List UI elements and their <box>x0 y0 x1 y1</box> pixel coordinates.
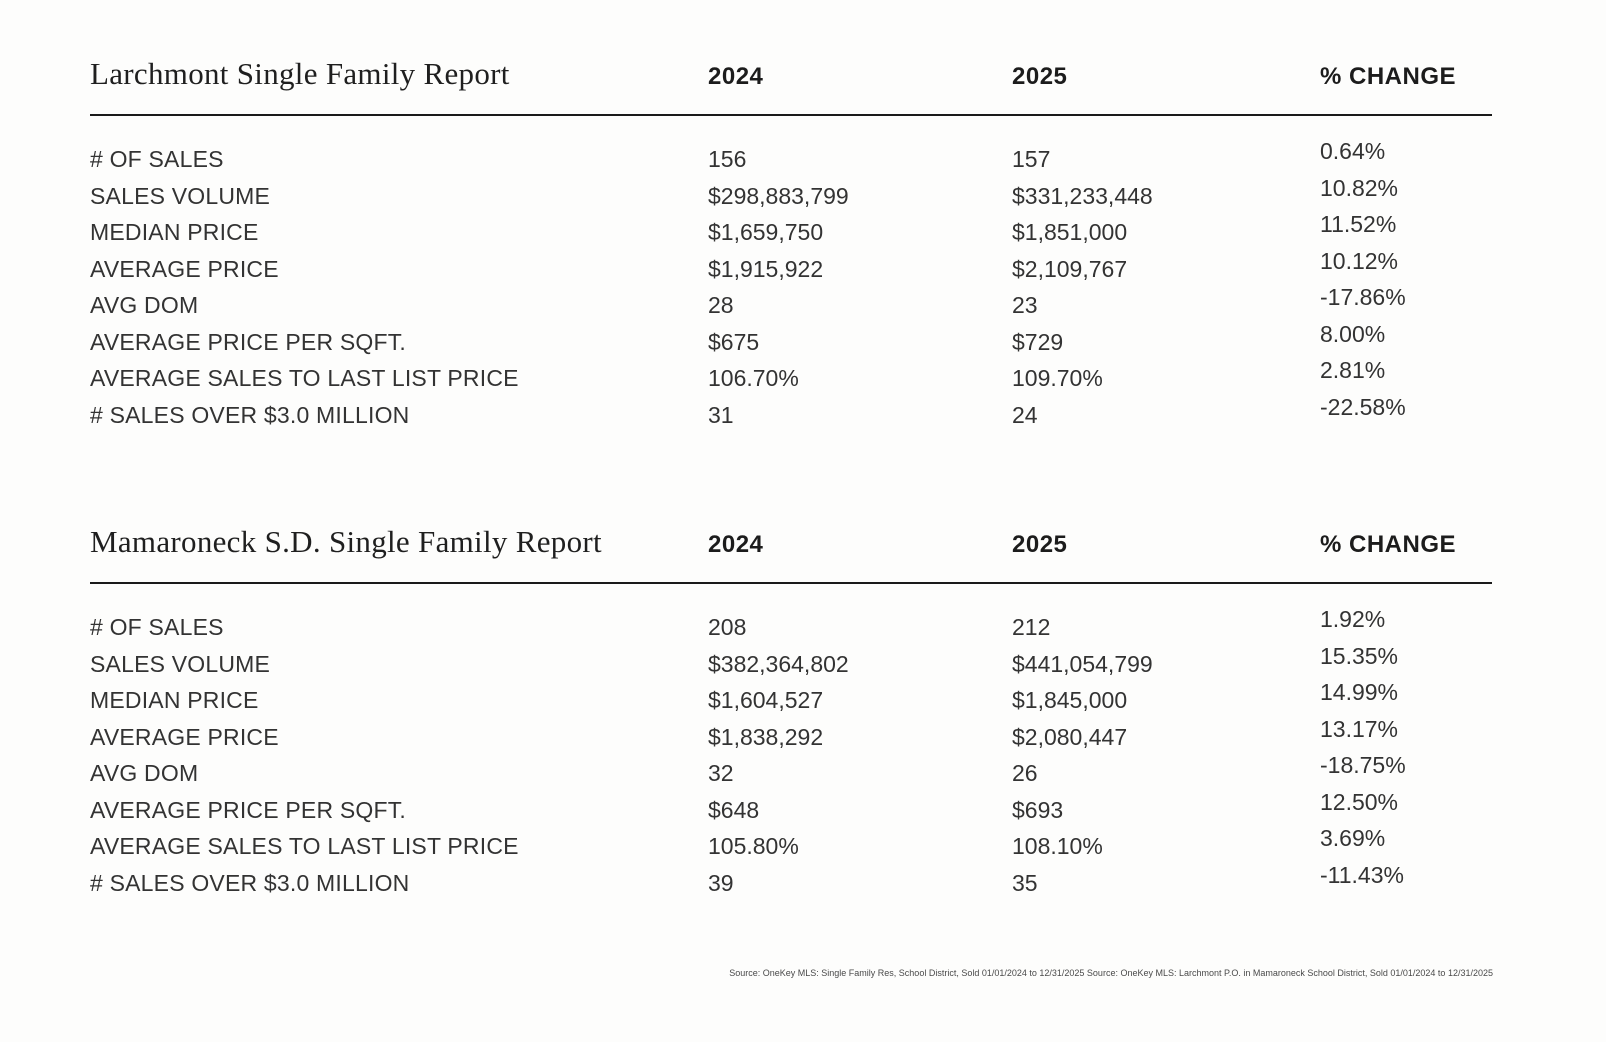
value-2024: 39 <box>708 869 734 896</box>
value-2025: 23 <box>1012 292 1038 318</box>
value-2024: 28 <box>708 292 734 318</box>
value-2024: 156 <box>708 146 747 172</box>
table-body: # OF SALES 156 157 0.64% SALES VOLUME $2… <box>90 138 1492 434</box>
table-row: MEDIAN PRICE $1,604,527 $1,845,000 14.99… <box>90 679 1492 719</box>
row-label: AVERAGE PRICE <box>90 255 279 282</box>
table-row: AVG DOM 32 26 -18.75% <box>90 752 1492 792</box>
column-header-2025: 2025 <box>1012 63 1068 90</box>
value-change: 8.00% <box>1320 320 1386 347</box>
value-change: 12.50% <box>1320 788 1399 815</box>
value-2024: $298,883,799 <box>708 182 849 209</box>
value-2024: $648 <box>708 796 760 823</box>
value-2025: 26 <box>1012 760 1038 786</box>
row-label: SALES VOLUME <box>90 650 271 677</box>
value-change: 13.17% <box>1320 715 1399 742</box>
table-row: MEDIAN PRICE $1,659,750 $1,851,000 11.52… <box>90 211 1492 251</box>
row-label: MEDIAN PRICE <box>90 687 259 713</box>
table-row: # OF SALES 156 157 0.64% <box>90 138 1492 178</box>
value-2025: $729 <box>1012 328 1064 355</box>
table-row: # SALES OVER $3.0 MILLION 39 35 -11.43% <box>90 862 1492 902</box>
value-2024: $1,604,527 <box>708 687 824 713</box>
table-body: # OF SALES 208 212 1.92% SALES VOLUME $3… <box>90 606 1492 902</box>
row-label: AVERAGE SALES TO LAST LIST PRICE <box>90 365 519 391</box>
value-2025: 109.70% <box>1012 365 1103 391</box>
column-header-2024: 2024 <box>708 531 764 558</box>
header-divider <box>90 582 1492 584</box>
table-row: # SALES OVER $3.0 MILLION 31 24 -22.58% <box>90 394 1492 434</box>
row-label: SALES VOLUME <box>90 182 271 209</box>
value-2025: 35 <box>1012 869 1038 896</box>
column-header-2024: 2024 <box>708 63 764 90</box>
value-change: 3.69% <box>1320 825 1386 851</box>
value-2024: 208 <box>708 614 747 640</box>
value-2024: $675 <box>708 328 760 355</box>
table-row: AVERAGE PRICE PER SQFT. $675 $729 8.00% <box>90 321 1492 361</box>
table-row: AVERAGE PRICE $1,838,292 $2,080,447 13.1… <box>90 716 1492 756</box>
value-2024: 32 <box>708 760 734 786</box>
value-2024: 31 <box>708 401 734 428</box>
table-row: AVERAGE PRICE PER SQFT. $648 $693 12.50% <box>90 789 1492 829</box>
row-label: # SALES OVER $3.0 MILLION <box>90 401 410 428</box>
row-label: AVERAGE SALES TO LAST LIST PRICE <box>90 833 519 859</box>
mamaroneck-report: Mamaroneck S.D. Single Family Report 202… <box>90 524 1492 901</box>
table-row: AVERAGE SALES TO LAST LIST PRICE 105.80%… <box>90 825 1492 865</box>
column-header-change: % CHANGE <box>1320 63 1457 90</box>
value-2025: 212 <box>1012 614 1051 640</box>
table-row: SALES VOLUME $382,364,802 $441,054,799 1… <box>90 643 1492 683</box>
value-2024: $1,915,922 <box>708 255 824 282</box>
value-2025: $1,845,000 <box>1012 687 1128 713</box>
value-change: -18.75% <box>1320 752 1406 778</box>
value-2025: 157 <box>1012 146 1051 172</box>
value-2025: $441,054,799 <box>1012 650 1153 677</box>
value-2024: 106.70% <box>708 365 799 391</box>
row-label: AVERAGE PRICE PER SQFT. <box>90 328 407 355</box>
report-title: Mamaroneck S.D. Single Family Report <box>90 524 602 559</box>
value-2025: $1,851,000 <box>1012 219 1128 245</box>
row-label: # OF SALES <box>90 614 224 640</box>
column-header-2025: 2025 <box>1012 531 1068 558</box>
value-2025: $693 <box>1012 796 1064 823</box>
value-change: 10.82% <box>1320 174 1399 201</box>
value-2025: $2,080,447 <box>1012 723 1128 750</box>
table-row: AVERAGE PRICE $1,915,922 $2,109,767 10.1… <box>90 248 1492 288</box>
value-2024: $1,659,750 <box>708 219 824 245</box>
row-label: # SALES OVER $3.0 MILLION <box>90 869 410 896</box>
header-divider <box>90 114 1492 116</box>
value-change: 2.81% <box>1320 357 1386 383</box>
row-label: AVG DOM <box>90 292 199 318</box>
table-row: AVERAGE SALES TO LAST LIST PRICE 106.70%… <box>90 357 1492 397</box>
value-change: 15.35% <box>1320 642 1399 669</box>
value-2025: $331,233,448 <box>1012 182 1153 209</box>
value-2024: $382,364,802 <box>708 650 849 677</box>
row-label: MEDIAN PRICE <box>90 219 259 245</box>
value-2025: $2,109,767 <box>1012 255 1128 282</box>
row-label: AVERAGE PRICE PER SQFT. <box>90 796 407 823</box>
report-header: Mamaroneck S.D. Single Family Report 202… <box>90 524 1492 560</box>
value-change: -22.58% <box>1320 393 1406 420</box>
value-change: 10.12% <box>1320 247 1399 274</box>
larchmont-report: Larchmont Single Family Report 2024 2025… <box>90 56 1492 433</box>
value-change: -17.86% <box>1320 284 1406 310</box>
table-row: # OF SALES 208 212 1.92% <box>90 606 1492 646</box>
column-header-change: % CHANGE <box>1320 531 1457 558</box>
table-row: AVG DOM 28 23 -17.86% <box>90 284 1492 324</box>
value-2025: 108.10% <box>1012 833 1103 859</box>
value-change: 14.99% <box>1320 679 1399 705</box>
table-row: SALES VOLUME $298,883,799 $331,233,448 1… <box>90 175 1492 215</box>
value-change: -11.43% <box>1320 861 1404 888</box>
report-header: Larchmont Single Family Report 2024 2025… <box>90 56 1492 92</box>
value-change: 0.64% <box>1320 138 1386 164</box>
row-label: # OF SALES <box>90 146 224 172</box>
report-title: Larchmont Single Family Report <box>90 56 510 91</box>
value-2024: 105.80% <box>708 833 799 859</box>
value-2025: 24 <box>1012 401 1038 428</box>
row-label: AVG DOM <box>90 760 199 786</box>
value-2024: $1,838,292 <box>708 723 824 750</box>
source-note: Source: OneKey MLS: Single Family Res, S… <box>729 968 1493 978</box>
row-label: AVERAGE PRICE <box>90 723 279 750</box>
value-change: 1.92% <box>1320 606 1386 632</box>
value-change: 11.52% <box>1320 211 1397 237</box>
